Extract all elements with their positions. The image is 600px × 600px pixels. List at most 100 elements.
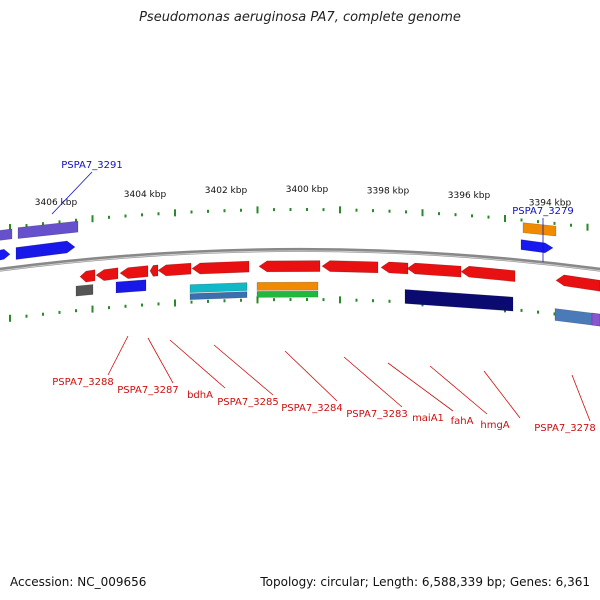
gene-label: hmgA: [480, 420, 509, 431]
label-leader-line: [343, 356, 403, 408]
reverse-gene: [119, 265, 149, 279]
kbp-tick-label: 3398 kbp: [367, 187, 410, 197]
outer-ruler-tick: [9, 224, 11, 232]
inner-ruler-tick: [58, 310, 61, 314]
outer-ruler-tick: [91, 215, 94, 223]
outer-ruler-tick: [355, 208, 358, 212]
feature-block: [0, 228, 13, 241]
feature-block: [591, 312, 600, 327]
inner-ruler-tick: [207, 299, 209, 303]
feature-block: [404, 289, 514, 312]
inner-ruler-tick: [306, 298, 308, 302]
outer-ruler-tick: [108, 215, 110, 219]
gene-label: PSPA7_3287: [117, 385, 178, 396]
map-title: Pseudomonas aeruginosa PA7, complete gen…: [139, 10, 461, 25]
inner-ruler-tick: [157, 302, 160, 306]
inner-ruler-tick: [75, 309, 77, 313]
outer-ruler-tick: [421, 209, 424, 217]
forward-gene: [0, 248, 11, 261]
gene-label: PSPA7_3285: [217, 397, 278, 408]
forward-gene: [15, 240, 76, 260]
inner-ruler-tick: [240, 298, 242, 302]
topology-text: Topology: circular; Length: 6,588,339 bp…: [260, 575, 590, 589]
outer-ruler-tick: [124, 214, 127, 218]
kbp-tick-label: 3404 kbp: [124, 190, 167, 200]
outer-ruler-tick: [42, 222, 44, 226]
outer-ruler-tick: [58, 220, 61, 224]
reverse-gene: [191, 260, 250, 275]
gene-label: PSPA7_3278: [534, 423, 595, 434]
label-leader-line: [169, 339, 226, 389]
outer-ruler-tick: [75, 218, 77, 222]
outer-ruler-tick: [520, 218, 523, 222]
inner-ruler-tick: [537, 310, 539, 314]
inner-ruler-tick: [388, 299, 391, 303]
label-leader-line: [51, 171, 93, 215]
inner-ruler-tick: [339, 296, 341, 304]
reverse-gene: [555, 274, 600, 292]
outer-ruler-tick: [256, 206, 259, 214]
reverse-gene: [157, 262, 192, 277]
outer-ruler-tick: [174, 209, 176, 217]
feature-block: [256, 290, 319, 298]
gene-label: PSPA7_3279: [512, 206, 573, 217]
inner-ruler-tick: [520, 308, 523, 312]
outer-ruler-tick: [322, 208, 325, 212]
outer-ruler-tick: [240, 208, 242, 212]
outer-ruler-tick: [372, 209, 374, 213]
reverse-gene: [460, 265, 516, 282]
outer-ruler-tick: [207, 209, 209, 213]
genome-backbone: [0, 248, 600, 272]
outer-ruler-tick: [339, 206, 341, 214]
inner-ruler-tick: [25, 314, 28, 318]
kbp-tick-label: 3394 kbp: [529, 198, 572, 208]
feature-block: [115, 279, 147, 294]
label-leader-line: [483, 370, 521, 419]
label-leader-line: [107, 335, 129, 376]
inner-ruler-tick: [256, 296, 259, 304]
outer-ruler-tick: [388, 209, 391, 213]
reverse-gene: [321, 260, 379, 274]
label-leader-line: [387, 362, 454, 412]
inner-ruler-tick: [108, 306, 110, 310]
gene-label: fahA: [451, 416, 474, 427]
forward-gene: [520, 239, 554, 254]
outer-ruler-tick: [273, 208, 275, 212]
label-leader-line: [147, 337, 174, 384]
feature-block: [189, 291, 248, 300]
label-leader-line: [571, 374, 591, 422]
reverse-gene: [95, 267, 119, 281]
gene-label: PSPA7_3291: [61, 160, 122, 171]
outer-ruler-tick: [306, 208, 308, 212]
inner-ruler-tick: [372, 299, 374, 303]
outer-ruler-tick: [570, 223, 572, 227]
accession-text: Accession: NC_009656: [10, 575, 147, 589]
kbp-tick-label: 3406 kbp: [35, 198, 78, 208]
inner-ruler-tick: [124, 304, 127, 308]
outer-ruler-tick: [537, 220, 539, 224]
label-leader-line: [213, 344, 274, 396]
outer-ruler-tick: [223, 209, 226, 213]
inner-ruler-tick: [9, 314, 11, 322]
reverse-gene: [406, 262, 462, 278]
outer-ruler-tick: [504, 214, 506, 222]
inner-ruler-tick: [42, 312, 44, 316]
outer-ruler-tick: [141, 213, 143, 217]
outer-ruler-tick: [190, 210, 193, 214]
feature-block: [554, 308, 600, 327]
outer-ruler-tick: [438, 212, 440, 216]
label-leader-line: [284, 350, 338, 402]
kbp-tick-label: 3402 kbp: [205, 186, 248, 196]
inner-ruler-tick: [553, 312, 556, 316]
gene-label: PSPA7_3283: [346, 409, 407, 420]
inner-ruler-tick: [174, 299, 176, 307]
inner-ruler-tick: [190, 300, 193, 304]
inner-ruler-tick: [223, 299, 226, 303]
inner-ruler-tick: [91, 305, 94, 313]
inner-ruler-tick: [289, 298, 292, 302]
kbp-tick-label: 3400 kbp: [286, 185, 329, 195]
feature-block: [75, 284, 94, 297]
outer-ruler-tick: [586, 223, 589, 231]
kbp-tick-label: 3396 kbp: [448, 191, 491, 201]
